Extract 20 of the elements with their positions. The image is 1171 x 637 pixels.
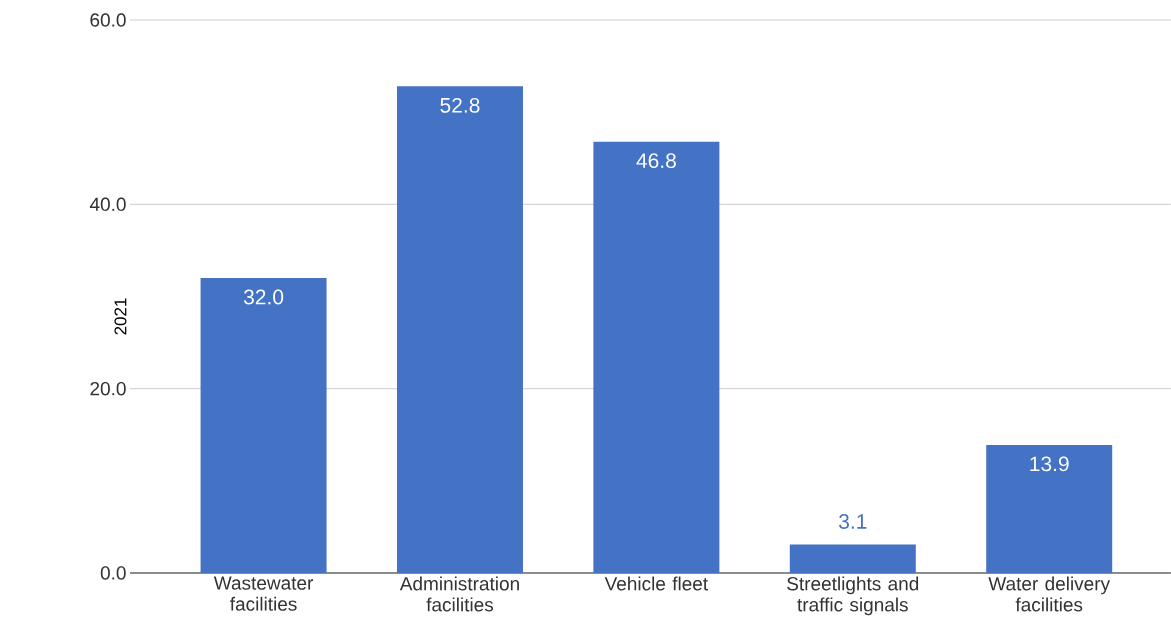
bar bbox=[986, 444, 1113, 573]
y-axis-title: 2021 bbox=[114, 298, 127, 335]
data-label: 52.8 bbox=[440, 97, 480, 113]
x-tick-label: Vehicle fleet bbox=[604, 576, 708, 591]
x-tick-label: Administration facilities bbox=[399, 576, 519, 612]
bar bbox=[396, 86, 523, 573]
y-tick-label: 40.0 bbox=[89, 197, 126, 212]
x-tick-label: Streetlights and traffic signals bbox=[787, 576, 919, 616]
y-tick-label: 20.0 bbox=[90, 381, 126, 396]
bar bbox=[789, 544, 916, 573]
data-label: 13.9 bbox=[1030, 456, 1069, 472]
x-tick-label: Water delivery facilities bbox=[988, 576, 1111, 612]
y-tick-label: 60.0 bbox=[90, 13, 126, 27]
bar bbox=[593, 141, 720, 573]
data-label: 46.8 bbox=[636, 153, 676, 169]
data-label: 3.1 bbox=[839, 514, 867, 529]
bar bbox=[200, 278, 327, 573]
y-tick-label: 0.0 bbox=[100, 566, 126, 580]
data-label: 32.0 bbox=[243, 289, 284, 305]
x-tick-label: Wastewater facilities bbox=[213, 576, 314, 611]
